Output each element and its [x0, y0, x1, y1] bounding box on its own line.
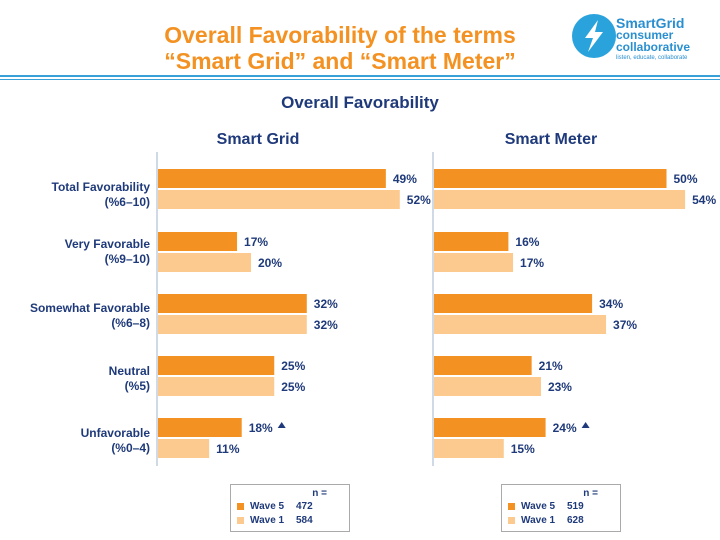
title-line-1: Overall Favorability of the terms	[164, 22, 516, 48]
chart-title: Overall Favorability	[281, 93, 439, 112]
bar-smart-meter-wave1-4	[434, 439, 504, 458]
bar-label-smart-grid-wave1-4: 11%	[216, 442, 240, 456]
header-divider	[0, 75, 720, 77]
panel-title-smart-grid: Smart Grid	[216, 131, 300, 148]
legend-smart-meter: n = Wave 5 519 Wave 1 628	[501, 484, 621, 532]
header-divider-thin	[0, 79, 720, 80]
bar-label-smart-meter-wave5-0: 50%	[674, 172, 698, 186]
increase-marker-smart-meter-4	[581, 422, 590, 428]
bar-smart-grid-wave5-0	[158, 169, 386, 188]
bar-smart-grid-wave1-3	[158, 377, 275, 396]
bar-smart-meter-wave5-4	[434, 418, 546, 437]
legend-swatch-wave5	[508, 502, 515, 510]
category-label-very-favorable: Very Favorable (%9–10)	[64, 237, 150, 266]
bar-label-smart-grid-wave1-1: 20%	[258, 256, 282, 270]
legend-swatch-wave5	[237, 502, 244, 510]
bar-label-smart-grid-wave5-1: 17%	[244, 235, 268, 249]
bar-label-smart-grid-wave1-2: 32%	[314, 318, 338, 332]
bar-label-smart-meter-wave1-2: 37%	[613, 318, 637, 332]
legend-swatch-wave1	[508, 516, 515, 524]
bar-smart-grid-wave1-1	[158, 253, 251, 272]
legend-smart-grid: n = Wave 5 472 Wave 1 584	[230, 484, 350, 532]
bar-smart-meter-wave1-3	[434, 377, 541, 396]
slide-title: Overall Favorability of the terms “Smart…	[120, 22, 560, 74]
bar-smart-grid-wave1-0	[158, 190, 400, 209]
bar-label-smart-grid-wave1-3: 25%	[281, 380, 305, 394]
bar-smart-meter-wave5-2	[434, 294, 593, 313]
category-label-somewhat-favorable: Somewhat Favorable (%6–8)	[29, 301, 150, 330]
legend-row-wave1: Wave 1 628	[508, 514, 584, 528]
bar-label-smart-meter-wave1-0: 54%	[692, 193, 716, 207]
bar-smart-meter-wave1-2	[434, 315, 607, 334]
bar-smart-meter-wave5-1	[434, 232, 509, 251]
legend-swatch-wave1	[237, 516, 244, 524]
bar-smart-grid-wave5-4	[158, 418, 242, 437]
bar-label-smart-meter-wave1-4: 15%	[511, 442, 535, 456]
bar-smart-meter-wave5-3	[434, 356, 532, 375]
legend-n-header: n =	[583, 488, 598, 499]
bar-smart-grid-wave1-2	[158, 315, 307, 334]
logo-text-1: SmartGrid	[616, 15, 685, 31]
title-line-2: “Smart Grid” and “Smart Meter”	[164, 48, 516, 74]
legend-row-wave5: Wave 5 519	[508, 500, 584, 514]
bar-smart-grid-wave1-4	[158, 439, 210, 458]
increase-marker-smart-grid-4	[277, 422, 286, 428]
bar-label-smart-grid-wave1-0: 52%	[407, 193, 431, 207]
logo-bolt-icon	[572, 14, 616, 58]
logo-text-2: consumer	[616, 28, 674, 42]
bar-label-smart-meter-wave5-3: 21%	[539, 359, 563, 373]
bar-label-smart-meter-wave1-3: 23%	[548, 380, 572, 394]
legend-row-wave1: Wave 1 584	[237, 514, 313, 528]
logo-tagline: listen, educate, collaborate	[616, 55, 688, 61]
smartgrid-logo: SmartGrid consumer collaborative listen,…	[572, 14, 712, 70]
category-label-neutral: Neutral (%5)	[108, 364, 150, 393]
bar-label-smart-meter-wave5-4: 24%	[553, 421, 577, 435]
legend-n-header: n =	[312, 488, 327, 499]
bar-label-smart-meter-wave5-1: 16%	[515, 235, 539, 249]
bar-smart-meter-wave5-0	[434, 169, 667, 188]
bar-label-smart-grid-wave5-3: 25%	[281, 359, 305, 373]
bar-smart-meter-wave1-0	[434, 190, 686, 209]
bar-smart-grid-wave5-2	[158, 294, 307, 313]
bar-label-smart-meter-wave5-2: 34%	[599, 297, 623, 311]
bar-smart-grid-wave5-1	[158, 232, 238, 251]
bar-smart-meter-wave1-1	[434, 253, 514, 272]
bar-label-smart-grid-wave5-4: 18%	[249, 421, 273, 435]
bar-label-smart-meter-wave1-1: 17%	[520, 256, 544, 270]
panel-title-smart-meter: Smart Meter	[504, 131, 598, 148]
logo-text-3: collaborative	[616, 40, 691, 54]
category-label-total-favorability: Total Favorability (%6–10)	[51, 180, 150, 209]
category-label-unfavorable: Unfavorable (%0–4)	[80, 426, 150, 455]
legend-row-wave5: Wave 5 472	[237, 500, 313, 514]
bar-label-smart-grid-wave5-2: 32%	[314, 297, 338, 311]
bar-smart-grid-wave5-3	[158, 356, 275, 375]
bar-label-smart-grid-wave5-0: 49%	[393, 172, 417, 186]
